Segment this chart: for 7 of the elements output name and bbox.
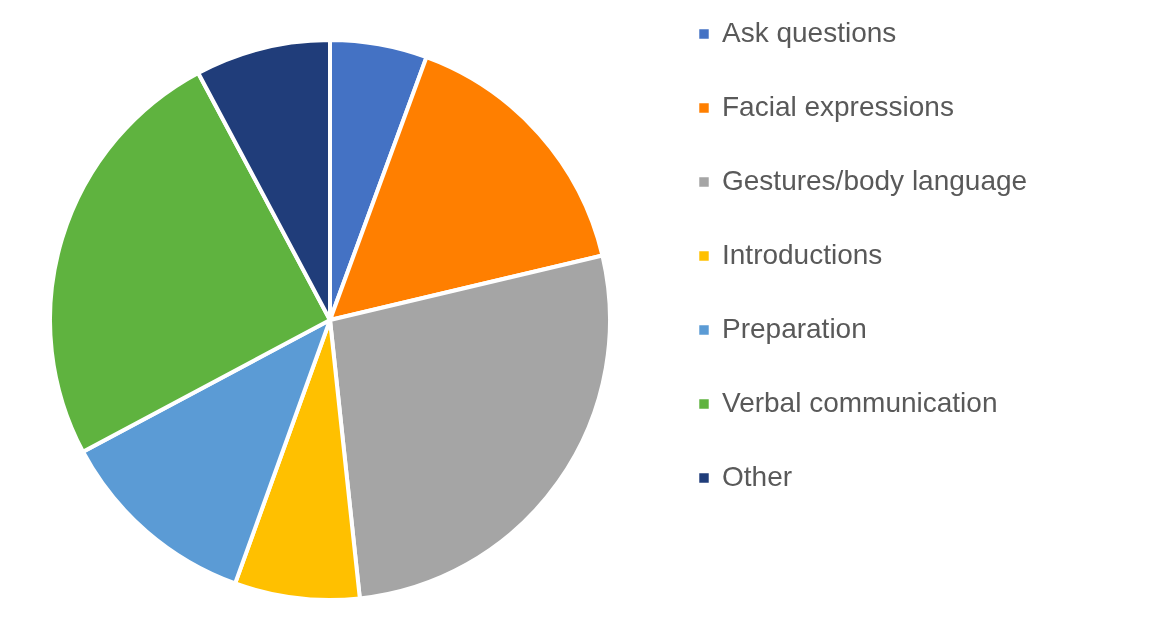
legend-label: Preparation [722, 313, 867, 344]
legend-label: Gestures/body language [722, 165, 1028, 196]
legend-label: Facial expressions [722, 91, 954, 122]
legend-label: Other [722, 461, 793, 492]
legend-label: Ask questions [722, 17, 897, 48]
legend-label: Introductions [722, 239, 883, 270]
legend-label: Verbal communication [722, 387, 998, 418]
